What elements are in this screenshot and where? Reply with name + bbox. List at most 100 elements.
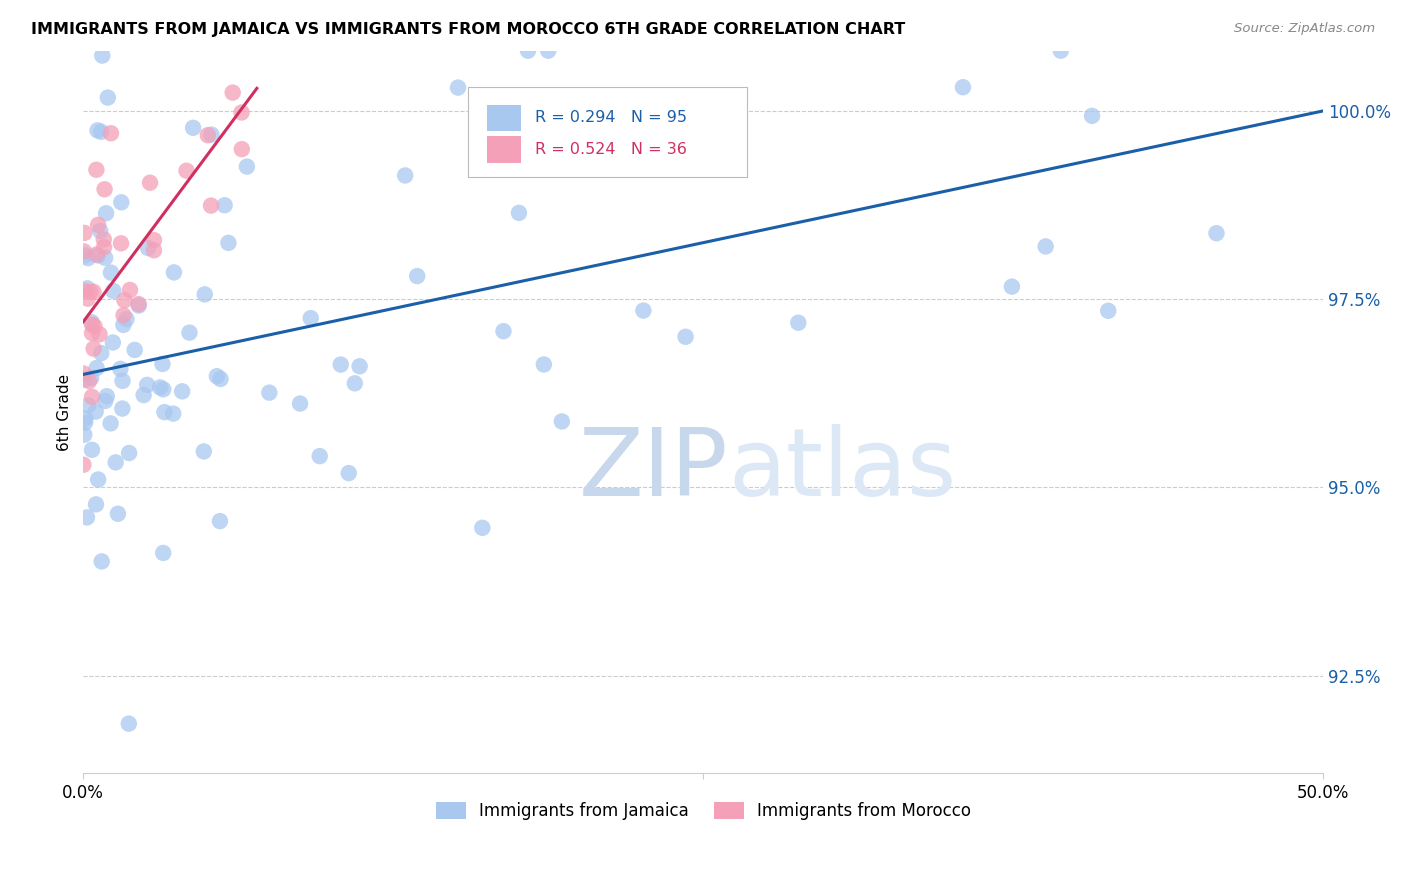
Point bbox=[86, 361, 108, 376]
Point bbox=[111, 401, 134, 416]
Point bbox=[77, 398, 100, 412]
Point bbox=[86, 247, 108, 261]
Point bbox=[1001, 279, 1024, 293]
Point bbox=[143, 244, 166, 258]
Legend: Immigrants from Jamaica, Immigrants from Morocco: Immigrants from Jamaica, Immigrants from… bbox=[429, 795, 977, 827]
Point bbox=[77, 374, 100, 388]
Point bbox=[97, 90, 120, 104]
Point bbox=[200, 199, 222, 213]
Point bbox=[114, 293, 136, 308]
Point bbox=[1081, 109, 1104, 123]
Point bbox=[551, 414, 574, 428]
Point bbox=[197, 128, 219, 143]
Point bbox=[128, 297, 150, 311]
Y-axis label: 6th Grade: 6th Grade bbox=[58, 374, 72, 450]
Point bbox=[471, 521, 494, 535]
Point bbox=[73, 416, 96, 430]
Point bbox=[76, 510, 98, 524]
Point bbox=[1205, 226, 1227, 240]
Point bbox=[343, 376, 366, 391]
Point bbox=[72, 367, 94, 381]
Point bbox=[162, 407, 184, 421]
Point bbox=[100, 417, 122, 431]
Point bbox=[179, 326, 201, 340]
Point bbox=[394, 169, 416, 183]
Point bbox=[107, 507, 129, 521]
Point bbox=[181, 120, 204, 135]
Point bbox=[110, 195, 132, 210]
Point bbox=[221, 86, 243, 100]
Point bbox=[329, 358, 352, 372]
Point bbox=[787, 316, 810, 330]
Point bbox=[100, 266, 122, 280]
Point bbox=[508, 206, 530, 220]
FancyBboxPatch shape bbox=[488, 104, 522, 131]
Text: IMMIGRANTS FROM JAMAICA VS IMMIGRANTS FROM MOROCCO 6TH GRADE CORRELATION CHART: IMMIGRANTS FROM JAMAICA VS IMMIGRANTS FR… bbox=[31, 22, 905, 37]
Point bbox=[112, 308, 135, 322]
Point bbox=[73, 372, 96, 386]
Point bbox=[537, 44, 560, 58]
Point bbox=[194, 287, 217, 301]
Point bbox=[93, 232, 115, 246]
Point bbox=[101, 335, 124, 350]
Point bbox=[76, 292, 98, 306]
Point bbox=[80, 442, 103, 457]
Point bbox=[77, 251, 100, 265]
Point bbox=[94, 394, 117, 409]
Point bbox=[80, 318, 103, 332]
Point bbox=[93, 240, 115, 254]
Point bbox=[91, 48, 114, 62]
Point bbox=[152, 357, 174, 371]
Point bbox=[231, 105, 253, 120]
Point bbox=[132, 388, 155, 402]
Point bbox=[143, 233, 166, 247]
Point bbox=[149, 380, 172, 394]
Point bbox=[214, 198, 236, 212]
Point bbox=[337, 466, 360, 480]
Point bbox=[80, 390, 103, 404]
Point bbox=[73, 427, 96, 442]
Point bbox=[193, 444, 215, 458]
Point bbox=[1049, 44, 1071, 58]
Point bbox=[259, 385, 281, 400]
Text: atlas: atlas bbox=[728, 424, 956, 516]
Point bbox=[73, 244, 96, 259]
Point bbox=[136, 241, 159, 255]
Point bbox=[308, 449, 330, 463]
Point bbox=[139, 176, 162, 190]
Point bbox=[103, 284, 125, 298]
Point bbox=[200, 128, 222, 142]
Point bbox=[118, 446, 141, 460]
Point bbox=[75, 411, 97, 425]
Point bbox=[76, 281, 98, 295]
Point bbox=[231, 142, 253, 156]
Point bbox=[79, 285, 101, 299]
Point bbox=[172, 384, 194, 399]
Point bbox=[110, 362, 132, 376]
Point bbox=[80, 326, 103, 340]
Point bbox=[87, 218, 110, 232]
Point bbox=[94, 251, 117, 265]
Point bbox=[73, 284, 96, 298]
Text: ZIP: ZIP bbox=[578, 424, 728, 516]
Point bbox=[1035, 239, 1057, 253]
Point bbox=[675, 330, 697, 344]
Point bbox=[136, 377, 159, 392]
Point bbox=[153, 405, 176, 419]
Point bbox=[73, 248, 96, 262]
Point bbox=[128, 299, 150, 313]
Point bbox=[492, 324, 515, 338]
Text: R = 0.294   N = 95: R = 0.294 N = 95 bbox=[534, 111, 686, 126]
Text: Source: ZipAtlas.com: Source: ZipAtlas.com bbox=[1234, 22, 1375, 36]
Point bbox=[96, 389, 118, 403]
Point bbox=[349, 359, 371, 374]
Point bbox=[152, 546, 174, 560]
Point bbox=[83, 319, 105, 334]
Point bbox=[90, 554, 112, 568]
Point bbox=[517, 44, 540, 58]
Point bbox=[406, 268, 429, 283]
Point bbox=[488, 150, 510, 164]
Point bbox=[209, 372, 232, 386]
Point bbox=[118, 283, 141, 297]
FancyBboxPatch shape bbox=[488, 136, 522, 163]
